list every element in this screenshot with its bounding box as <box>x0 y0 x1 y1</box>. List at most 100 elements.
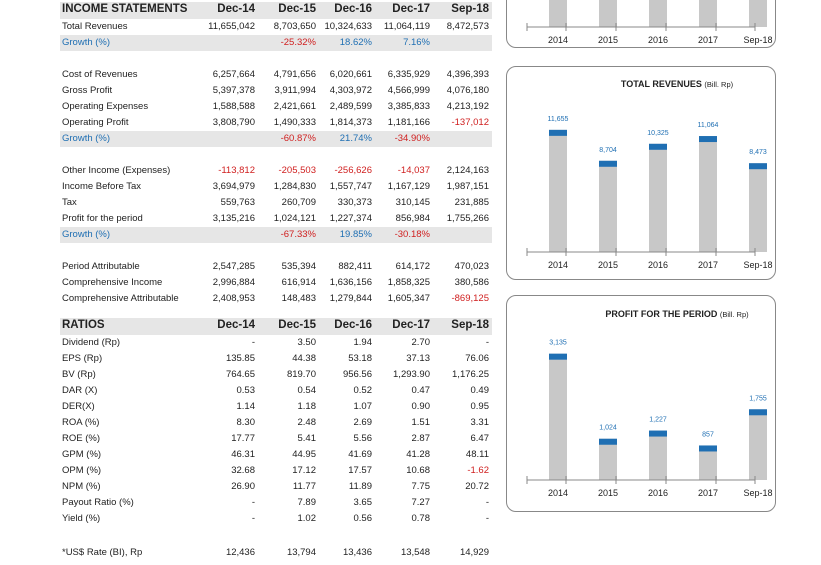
cell-value: 11.89 <box>348 481 372 492</box>
cell-value: 1,636,156 <box>329 277 372 288</box>
x-tick-label: Sep-18 <box>743 260 772 270</box>
period-header: Dec-17 <box>392 319 430 331</box>
bar <box>699 136 717 252</box>
period-header: Dec-15 <box>278 3 316 15</box>
row-label: Growth (%) <box>62 133 111 144</box>
row-label: Comprehensive Income <box>62 277 163 288</box>
cell-value: 44.95 <box>292 449 316 460</box>
row-label: ROE (%) <box>62 433 100 444</box>
cell-value: -25.32% <box>280 37 316 48</box>
cell-value: 2,996,884 <box>212 277 255 288</box>
row-label: Total Revenues <box>62 21 128 32</box>
table-row: Income Before Tax 3,694,979 1,284,830 1,557… <box>60 179 492 195</box>
growth-row: Growth (%) -25.32% 18.62% 7.16% <box>60 35 492 51</box>
cell-value: 614,172 <box>395 261 430 272</box>
period-header: Dec-15 <box>278 319 316 331</box>
cell-value: 1,588,588 <box>212 101 255 112</box>
x-tick-label: 2014 <box>548 488 568 498</box>
row-label: Income Before Tax <box>62 181 142 192</box>
cell-value: 1,181,166 <box>387 117 430 128</box>
cell-value: 6,335,929 <box>387 69 430 80</box>
row-label: Operating Profit <box>62 117 129 128</box>
cell-value: 3.50 <box>297 337 317 348</box>
cell-value: 4,213,192 <box>446 101 489 112</box>
cell-value: 380,586 <box>454 277 489 288</box>
cell-value: 0.53 <box>236 385 256 396</box>
table-title: RATIOS <box>62 319 105 331</box>
cell-value: 13,436 <box>342 547 372 558</box>
table-row: DER(X) 1.14 1.18 1.07 0.90 0.95 <box>60 399 492 415</box>
cell-value: 18.62% <box>339 37 372 48</box>
cell-value: 1,279,844 <box>329 293 372 304</box>
bar <box>699 445 717 480</box>
table-row: Gross Profit 5,397,378 3,911,994 4,303,972 4… <box>60 83 492 99</box>
profit-for-period-chart: PROFIT FOR THE PERIOD (Bill. Rp) 3,135 1,0… <box>506 295 776 512</box>
row-label: DAR (X) <box>62 385 98 396</box>
row-label: Growth (%) <box>62 37 111 48</box>
cell-value: 11,655,042 <box>208 21 255 32</box>
cell-value: 3,694,979 <box>212 181 255 192</box>
cell-value: 3,135,216 <box>212 213 255 224</box>
bar <box>649 0 667 27</box>
row-label: ROA (%) <box>62 417 100 428</box>
cell-value: -869,125 <box>451 293 489 304</box>
chart-title: TOTAL REVENUES (Bill. Rp) <box>621 79 734 89</box>
cell-value: 0.47 <box>411 385 431 396</box>
cell-value: 3,911,994 <box>274 85 316 96</box>
cell-value: 135.85 <box>225 353 255 364</box>
data-label: 3,135 <box>549 340 567 347</box>
bar <box>549 129 567 252</box>
cell-value: - <box>485 337 489 348</box>
row-label: Operating Expenses <box>62 101 149 112</box>
data-label: 8,704 <box>599 147 617 154</box>
x-tick-label: Sep-18 <box>743 488 772 498</box>
cell-value: 8,472,573 <box>446 21 489 32</box>
row-label: GPM (%) <box>62 449 102 460</box>
cell-value: - <box>251 513 255 524</box>
cell-value: 26.90 <box>231 481 255 492</box>
x-tick-label: 2017 <box>698 35 718 45</box>
cell-value: 764.65 <box>225 369 255 380</box>
cell-value: -14,037 <box>397 165 430 176</box>
cell-value: -1.62 <box>467 465 489 476</box>
cell-value: 1,176.25 <box>452 369 489 380</box>
bar <box>549 0 567 27</box>
cell-value: 231,885 <box>454 197 489 208</box>
cell-value: 5.41 <box>297 433 317 444</box>
cell-value: 2,547,285 <box>212 261 255 272</box>
cell-value: 1,987,151 <box>446 181 489 192</box>
row-label: Profit for the period <box>62 213 143 224</box>
cell-value: 1,024,121 <box>273 213 316 224</box>
row-label: OPM (%) <box>62 465 102 476</box>
cell-value: 2,408,953 <box>212 293 255 304</box>
cell-value: 1.94 <box>353 337 373 348</box>
row-label: DER(X) <box>62 401 95 412</box>
cell-value: 1,605,347 <box>387 293 430 304</box>
cell-value: 956.56 <box>342 369 372 380</box>
chart-title: PROFIT FOR THE PERIOD (Bill. Rp) <box>605 309 749 319</box>
x-tick-label: Sep-18 <box>743 35 772 45</box>
cell-value: 10.68 <box>406 465 430 476</box>
cell-value: 17.57 <box>348 465 372 476</box>
bar <box>599 438 617 480</box>
cell-value: 1,167,129 <box>387 181 430 192</box>
cell-value: 3.65 <box>353 497 373 508</box>
cell-value: 10,324,633 <box>324 21 372 32</box>
bar <box>749 0 767 27</box>
table-header: INCOME STATEMENTS Dec-14 Dec-15 Dec-16 Dec-1… <box>60 2 492 19</box>
table-row: GPM (%) 46.31 44.95 41.69 41.28 48.11 <box>60 447 492 463</box>
cell-value: 1.14 <box>236 401 256 412</box>
table-row: Comprehensive Attributable 2,408,953 148,4… <box>60 291 492 307</box>
period-header: Dec-17 <box>392 3 430 15</box>
x-tick-label: 2017 <box>698 488 718 498</box>
table-row: Profit for the period 3,135,216 1,024,121 1… <box>60 211 492 227</box>
data-label: 10,325 <box>647 130 669 137</box>
cell-value: 2,124,163 <box>446 165 489 176</box>
bar <box>749 163 767 252</box>
cell-value: -67.33% <box>280 229 316 240</box>
row-label: Payout Ratio (%) <box>62 497 134 508</box>
row-label: Other Income (Expenses) <box>62 165 171 176</box>
cell-value: 41.69 <box>348 449 372 460</box>
cell-value: 1,814,373 <box>329 117 372 128</box>
cell-value: - <box>485 497 489 508</box>
